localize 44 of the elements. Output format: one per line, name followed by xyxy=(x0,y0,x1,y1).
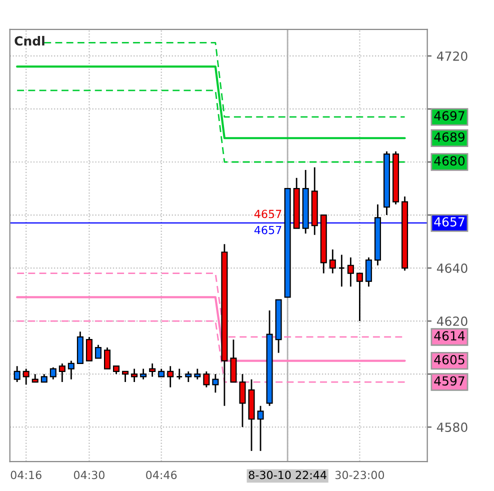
candlestick xyxy=(230,338,237,383)
candlestick xyxy=(131,368,138,383)
candlestick xyxy=(86,336,92,362)
candlestick xyxy=(239,373,246,428)
annotation: Cndl xyxy=(14,36,44,46)
candlestick xyxy=(185,370,192,383)
x-tick-label: 30-23:00 xyxy=(335,470,384,480)
candlestick xyxy=(22,368,30,386)
candlestick xyxy=(329,248,336,274)
x-tick-label: 04:16 xyxy=(10,470,42,480)
candlestick xyxy=(212,373,219,394)
candlestick xyxy=(356,272,363,322)
text: 4657 xyxy=(434,217,464,227)
y-tick-label: 4720 xyxy=(436,51,468,61)
candlestick xyxy=(140,368,147,380)
text: 4697 xyxy=(434,111,464,121)
candlestick xyxy=(365,256,372,288)
candlestick xyxy=(58,362,66,383)
x-tick-label: 8-30-10 22:44 xyxy=(248,470,326,480)
text: 4614 xyxy=(434,331,465,341)
candlestick xyxy=(347,256,354,288)
candlestick xyxy=(104,346,111,370)
candlestick xyxy=(94,344,102,359)
y-tick-label: 4640 xyxy=(436,264,468,273)
text: 4597 xyxy=(434,376,464,386)
candlestick xyxy=(167,365,174,388)
text: 4605 xyxy=(434,354,464,364)
candlestick xyxy=(149,362,156,378)
x-tick-label: 04:46 xyxy=(146,470,177,480)
y-tick-label: 4580 xyxy=(436,422,468,432)
candlestick xyxy=(122,370,129,383)
candlestick xyxy=(50,366,56,380)
annotation: 4657 xyxy=(254,210,282,218)
candlestick xyxy=(176,368,183,380)
x-tick-label: 04:30 xyxy=(74,470,104,480)
candlestick xyxy=(257,405,264,452)
candlestick xyxy=(203,370,210,388)
text: 4689 xyxy=(434,132,465,142)
ref-line-label: 4657 xyxy=(254,226,282,234)
text: 4680 xyxy=(434,156,465,166)
candlestick xyxy=(68,360,74,380)
candlestick xyxy=(194,368,201,380)
y-tick-label: 4620 xyxy=(436,316,468,326)
candlestick xyxy=(14,365,20,383)
